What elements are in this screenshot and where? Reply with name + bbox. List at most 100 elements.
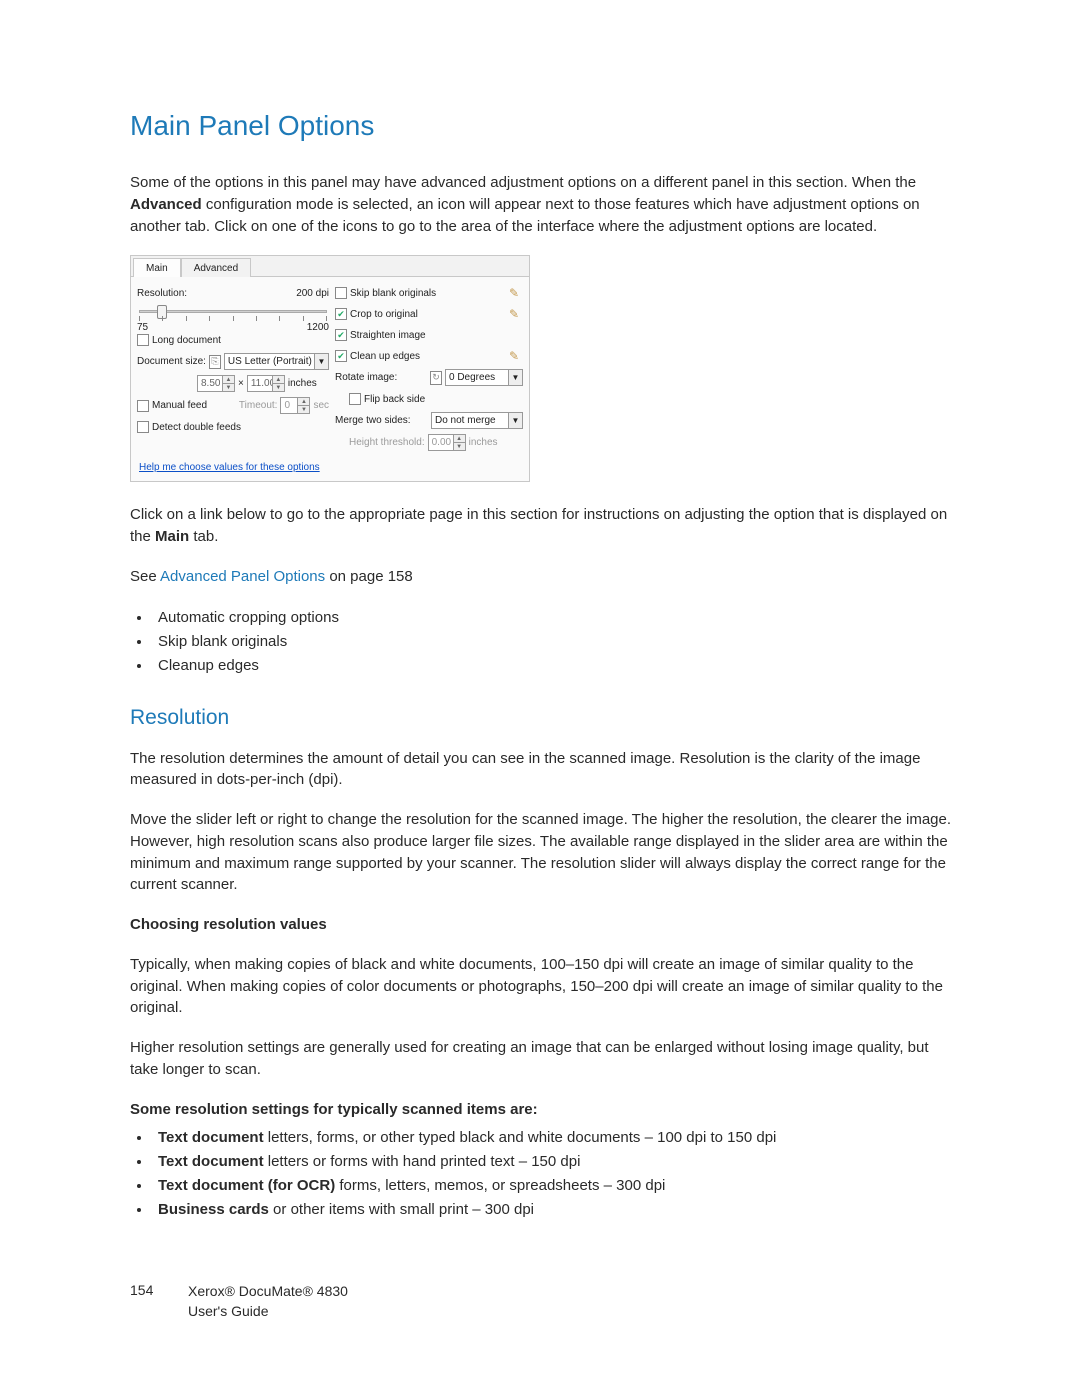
help-link[interactable]: Help me choose values for these options [131, 458, 529, 481]
p2-bold: Main [155, 528, 189, 545]
slider-max: 1200 [307, 322, 329, 333]
chevron-down-icon: ▼ [314, 354, 328, 369]
straighten-label: Straighten image [350, 330, 426, 341]
resolution-value: 200 dpi [296, 288, 329, 299]
resolution-slider[interactable]: 75 1200 [137, 306, 329, 332]
height-threshold-label: Height threshold: [349, 437, 425, 448]
skip-blank-label: Skip blank originals [350, 288, 436, 299]
li-bold: Business cards [158, 1201, 269, 1218]
settings-list: Text document letters, forms, or other t… [130, 1126, 960, 1222]
chevron-down-icon: ▼ [508, 370, 522, 385]
li-text: forms, letters, memos, or spreadsheets –… [335, 1177, 665, 1194]
li-bold: Text document [158, 1129, 264, 1146]
see-text: See [130, 568, 160, 585]
height-threshold-units: inches [469, 437, 498, 448]
intro-text-b: configuration mode is selected, an icon … [130, 196, 920, 235]
intro-bold: Advanced [130, 196, 202, 213]
list-item: Business cards or other items with small… [152, 1198, 960, 1222]
crop-original-label: Crop to original [350, 309, 418, 320]
click-link-paragraph: Click on a link below to go to the appro… [130, 504, 960, 548]
long-document-label: Long document [152, 335, 221, 346]
list-item: Text document letters, forms, or other t… [152, 1126, 960, 1150]
crop-original-checkbox[interactable]: ✔ [335, 308, 347, 320]
intro-paragraph: Some of the options in this panel may ha… [130, 172, 960, 237]
resolution-heading: Resolution [130, 706, 960, 730]
li-text: or other items with small print – 300 dp… [269, 1201, 534, 1218]
tab-main[interactable]: Main [133, 258, 181, 277]
x-label: × [238, 378, 244, 389]
page-footer: 154 Xerox® DocuMate® 4830 User's Guide [130, 1282, 960, 1321]
intro-text-a: Some of the options in this panel may ha… [130, 174, 916, 191]
options-list: Automatic cropping options Skip blank or… [130, 606, 960, 678]
rotate-icon: ↻ [430, 371, 442, 385]
chevron-down-icon: ▼ [508, 413, 522, 428]
long-document-checkbox[interactable] [137, 334, 149, 346]
resolution-label: Resolution: [137, 288, 187, 299]
tab-bar: Main Advanced [131, 256, 529, 277]
clean-edges-label: Clean up edges [350, 351, 420, 362]
see-after: on page 158 [325, 568, 413, 585]
manual-feed-label: Manual feed [152, 400, 207, 411]
straighten-checkbox[interactable]: ✔ [335, 329, 347, 341]
height-threshold-value: 0.00 [432, 437, 451, 448]
p2-text-b: tab. [189, 528, 218, 545]
document-size-value: US Letter (Portrait) [228, 356, 312, 367]
list-item: Skip blank originals [152, 630, 960, 654]
choosing-heading: Choosing resolution values [130, 914, 960, 936]
rotate-value: 0 Degrees [449, 372, 495, 383]
some-settings-bold: Some resolution settings for typically s… [130, 1101, 538, 1118]
list-item: Text document (for OCR) forms, letters, … [152, 1174, 960, 1198]
pencil-icon[interactable]: ✎ [509, 349, 523, 363]
document-size-dropdown[interactable]: US Letter (Portrait) ▼ [224, 353, 329, 370]
width-value: 8.50 [201, 378, 220, 389]
merge-dropdown[interactable]: Do not merge ▼ [431, 412, 523, 429]
merge-value: Do not merge [435, 415, 496, 426]
merge-label: Merge two sides: [335, 415, 411, 426]
li-bold: Text document (for OCR) [158, 1177, 335, 1194]
choosing-bold: Choosing resolution values [130, 916, 327, 933]
some-settings-heading: Some resolution settings for typically s… [130, 1099, 960, 1121]
advanced-panel-link[interactable]: Advanced Panel Options [160, 568, 325, 585]
list-item: Automatic cropping options [152, 606, 960, 630]
resolution-p1: The resolution determines the amount of … [130, 748, 960, 792]
page-title: Main Panel Options [130, 110, 960, 142]
pencil-icon[interactable]: ✎ [509, 286, 523, 300]
p2-text-a: Click on a link below to go to the appro… [130, 506, 947, 545]
height-threshold-stepper[interactable]: 0.00 ▲▼ [428, 434, 466, 451]
li-bold: Text document [158, 1153, 264, 1170]
panel-right-column: Skip blank originals ✎ ✔ Crop to origina… [329, 285, 523, 456]
units-label: inches [288, 378, 317, 389]
resolution-p2: Move the slider left or right to change … [130, 809, 960, 896]
footer-guide: User's Guide [188, 1302, 348, 1322]
sec-label: sec [313, 400, 329, 411]
tab-advanced[interactable]: Advanced [181, 258, 251, 277]
flip-back-checkbox[interactable] [349, 393, 361, 405]
list-item: Cleanup edges [152, 654, 960, 678]
timeout-stepper[interactable]: 0 ▲▼ [280, 397, 310, 414]
higher-paragraph: Higher resolution settings are generally… [130, 1037, 960, 1081]
list-item: Text document letters or forms with hand… [152, 1150, 960, 1174]
height-stepper[interactable]: 11.00 ▲▼ [247, 375, 285, 392]
pencil-icon[interactable]: ✎ [509, 307, 523, 321]
rotate-dropdown[interactable]: 0 Degrees ▼ [445, 369, 523, 386]
detect-double-checkbox[interactable] [137, 421, 149, 433]
width-stepper[interactable]: 8.50 ▲▼ [197, 375, 235, 392]
choosing-paragraph: Typically, when making copies of black a… [130, 954, 960, 1019]
see-paragraph: See Advanced Panel Options on page 158 [130, 566, 960, 588]
skip-blank-checkbox[interactable] [335, 287, 347, 299]
rotate-label: Rotate image: [335, 372, 397, 383]
timeout-label: Timeout: [239, 400, 278, 411]
manual-feed-checkbox[interactable] [137, 400, 149, 412]
document-icon: ⎘ [209, 355, 221, 369]
slider-min: 75 [137, 322, 148, 333]
document-size-label: Document size: [137, 356, 206, 367]
flip-back-label: Flip back side [364, 394, 425, 405]
detect-double-label: Detect double feeds [152, 422, 241, 433]
li-text: letters or forms with hand printed text … [264, 1153, 581, 1170]
footer-product: Xerox® DocuMate® 4830 [188, 1282, 348, 1302]
footer-page-number: 154 [130, 1282, 162, 1321]
timeout-value: 0 [284, 400, 290, 411]
options-panel: Main Advanced Resolution: 200 dpi 75 120… [130, 255, 530, 482]
panel-left-column: Resolution: 200 dpi 75 1200 Long documen… [137, 285, 329, 456]
clean-edges-checkbox[interactable]: ✔ [335, 350, 347, 362]
